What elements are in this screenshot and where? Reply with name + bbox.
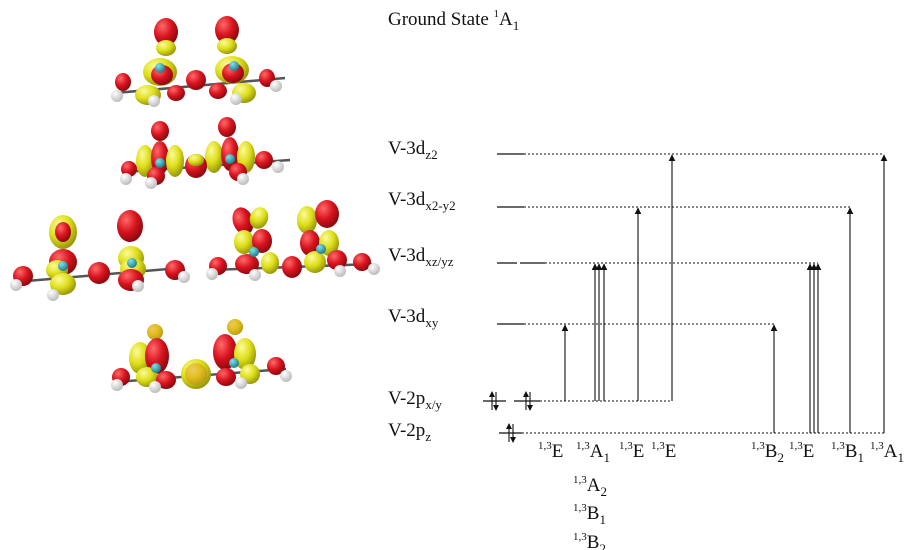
state-label-B1a: 1,3B1 [573, 502, 606, 527]
molecular-orbital-image [10, 210, 190, 301]
molecular-orbital-image [120, 117, 291, 189]
excitation-arrows [561, 154, 888, 433]
molecular-orbital-images [10, 16, 380, 393]
molecular-orbital-image [206, 200, 380, 281]
level-label-dx2y2: V-3dx2-y2 [388, 189, 456, 213]
orbital-level-lines [483, 153, 884, 434]
state-label-A1a: 1,3A1 [576, 440, 610, 465]
level-label-dxzyz: V-3dxz/yz [388, 245, 454, 269]
spin-pair [506, 423, 516, 443]
molecular-orbital-image [111, 16, 286, 107]
state-label-A1b: 1,3A1 [870, 440, 904, 465]
state-label-B2b: 1,3B2 [751, 440, 784, 465]
level-label-dz2: V-3dz2 [388, 138, 438, 162]
level-label-pz: V-2pz [388, 420, 431, 444]
spin-pair [523, 391, 533, 411]
state-label-E2: 1,3E [619, 440, 644, 462]
state-label-E1: 1,3E [538, 440, 563, 462]
ground-state-title: Ground State 1A1 [388, 8, 519, 33]
level-label-dxy: V-3dxy [388, 306, 439, 330]
electron-spin-arrows [489, 391, 533, 443]
state-label-E3: 1,3E [651, 440, 676, 462]
molecular-orbital-image [111, 319, 292, 393]
spin-pair [489, 391, 499, 411]
state-label-B1b: 1,3B1 [831, 440, 864, 465]
state-label-B2a: 1,3B2 [573, 531, 606, 550]
state-label-E4: 1,3E [789, 440, 814, 462]
level-label-pxy: V-2px/y [388, 388, 442, 412]
orbital-level-labels: V-3dz2 V-3dx2-y2 V-3dxz/yz V-3dxy V-2px/y V-2… [388, 138, 456, 444]
state-label-A2: 1,3A2 [573, 474, 607, 499]
